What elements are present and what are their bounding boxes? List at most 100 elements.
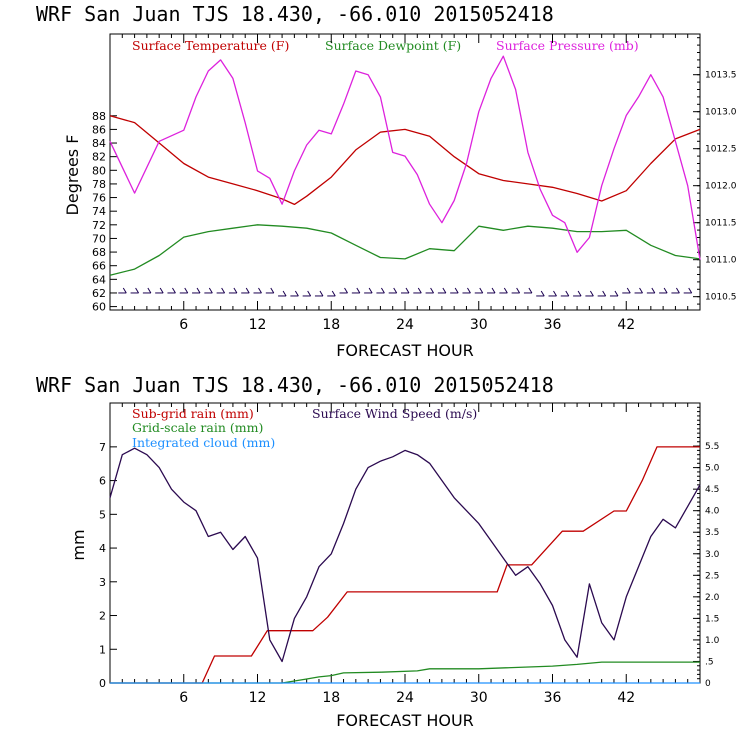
wind-barb-flag (577, 290, 582, 297)
wind-barb-flag (356, 287, 361, 294)
wind-barb-flag (651, 287, 656, 294)
y2-tick-label: 1012.5 (705, 145, 737, 155)
y-tick-label: 4 (99, 542, 106, 555)
y2-tick-label: 1.5 (705, 614, 719, 624)
y2-tick-label: 3.5 (705, 528, 719, 538)
y2-tick-label: 1.0 (705, 636, 720, 646)
y-tick-label: 76 (92, 192, 106, 205)
y-tick-label: 2 (99, 610, 106, 623)
y2-tick-label: 0 (705, 679, 711, 689)
wind-barb-flag (258, 287, 262, 294)
y2-tick-label: .5 (705, 657, 714, 667)
x-tick-label: 18 (322, 317, 340, 333)
legend-surface-wind-speed: Surface Wind Speed (m/s) (312, 406, 477, 421)
wind-barb-flag (430, 287, 435, 294)
wind-barb-flag (344, 287, 348, 294)
wind-barb-flag (516, 287, 521, 294)
y-tick-label: 88 (92, 110, 106, 123)
bottom-x-axis-label: FORECAST HOUR (336, 711, 474, 730)
y-tick-label: 64 (92, 273, 106, 286)
y-tick-label: 86 (92, 123, 106, 136)
x-tick-label: 30 (470, 690, 488, 706)
wind-barb-flag (368, 287, 373, 294)
wind-barb-flag (479, 287, 484, 294)
y-tick-label: 78 (92, 178, 106, 191)
wind-barb-flag (688, 287, 693, 294)
y2-tick-label: 1011.5 (705, 219, 737, 229)
y-tick-label: 74 (92, 205, 106, 218)
top-chart-title: WRF San Juan TJS 18.430, -66.010 2015052… (36, 2, 554, 26)
y2-tick-label: 1010.5 (705, 293, 737, 303)
x-tick-label: 36 (544, 317, 562, 333)
legend-integrated-cloud: Integrated cloud (mm) (132, 435, 275, 450)
y-tick-label: 1 (99, 643, 106, 656)
y2-tick-label: 1013.5 (705, 71, 737, 81)
wind-barb-flag (602, 290, 607, 297)
y-tick-label: 82 (92, 151, 106, 164)
wind-barb-flag (147, 287, 152, 294)
y-tick-label: 7 (99, 441, 106, 454)
surface-pressure-line (109, 55, 701, 260)
y-tick-label: 84 (92, 137, 106, 150)
y2-tick-label: 3.0 (705, 550, 720, 560)
wind-barb-flag (565, 290, 570, 297)
sub-grid-rain-line (110, 446, 700, 684)
wind-barb-flag (675, 287, 680, 294)
bottom-y-axis-label: mm (69, 529, 88, 560)
y-tick-label: 62 (92, 287, 106, 300)
wind-barb-flag (172, 287, 176, 294)
y2-tick-label: 1013.0 (705, 108, 737, 118)
y2-tick-label: 2.5 (705, 571, 719, 581)
legend-surface-temperature: Surface Temperature (F) (132, 38, 289, 53)
wind-barb-flag (528, 287, 533, 294)
top-chart: WRF San Juan TJS 18.430, -66.010 2015052… (36, 2, 737, 360)
legend-gridscale-rain: Grid-scale rain (mm) (132, 420, 263, 435)
wind-barb-flag (442, 287, 447, 294)
top-series (109, 55, 701, 276)
wind-barb-flag (282, 290, 287, 297)
wind-barb-flag (417, 287, 422, 294)
bottom-chart: WRF San Juan TJS 18.430, -66.010 2015052… (36, 373, 720, 730)
x-tick-label: 30 (470, 317, 488, 333)
y2-tick-label: 4.0 (705, 507, 720, 517)
wind-barb-flag (208, 287, 213, 294)
y-tick-label: 70 (92, 232, 106, 245)
y-tick-label: 68 (92, 246, 106, 259)
x-tick-label: 24 (396, 690, 414, 706)
x-tick-label: 42 (617, 690, 635, 706)
y2-tick-label: 1012.0 (705, 182, 737, 192)
y2-tick-label: 2.0 (705, 593, 720, 603)
wind-barb-flag (393, 287, 398, 294)
top-x-axis-label: FORECAST HOUR (336, 341, 474, 360)
y-tick-label: 0 (99, 677, 106, 690)
y-tick-label: 80 (92, 164, 106, 177)
wind-barb-flag (553, 290, 557, 297)
wind-barb-flag (405, 287, 410, 294)
y-tick-label: 5 (99, 508, 106, 521)
surface-wind-speed-line (109, 447, 701, 663)
x-tick-label: 24 (396, 317, 414, 333)
wind-barb-flag (319, 290, 324, 297)
wind-barb-flag (503, 287, 508, 294)
wind-barb-flag (614, 290, 619, 297)
bottom-axes: 6 12 18 24 30 36 42012345670.51.01.52.02.53.03… (99, 402, 720, 706)
wind-barb-flag (184, 287, 189, 294)
x-tick-label: 12 (249, 317, 267, 333)
wind-barb-flag (270, 287, 275, 294)
surface-temperature-line (109, 115, 701, 206)
y-tick-label: 60 (92, 301, 106, 314)
y-tick-label: 6 (99, 475, 106, 488)
x-tick-label: 6 (179, 690, 188, 706)
bottom-chart-title: WRF San Juan TJS 18.430, -66.010 2015052… (36, 373, 554, 397)
surface-dewpoint-line (109, 224, 701, 276)
y-tick-label: 72 (92, 219, 106, 232)
wind-barb-flag (467, 287, 471, 294)
y-tick-label: 3 (99, 576, 106, 589)
wind-barb-flag (540, 290, 545, 297)
y2-tick-label: 4.5 (705, 485, 719, 495)
wind-barb-flag (159, 287, 164, 294)
wind-barb-flag (589, 290, 594, 297)
x-tick-label: 6 (179, 317, 188, 333)
y2-tick-label: 5.5 (705, 442, 719, 452)
